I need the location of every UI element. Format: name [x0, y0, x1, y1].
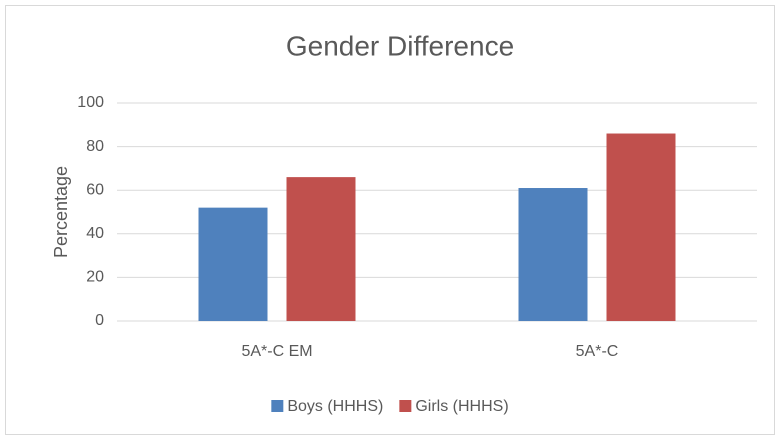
legend-swatch [271, 400, 284, 412]
y-axis-label: Percentage [51, 166, 71, 258]
y-tick-label: 80 [86, 138, 104, 155]
y-tick-label: 0 [95, 312, 104, 329]
bar [286, 177, 356, 321]
y-tick-label: 100 [77, 94, 104, 111]
y-tick-label: 40 [86, 225, 104, 242]
legend-label: Girls (HHHS) [415, 398, 508, 415]
legend-label: Boys (HHHS) [287, 398, 383, 415]
legend-swatch [399, 400, 412, 412]
bar [606, 133, 676, 321]
y-tick-label: 60 [86, 181, 104, 198]
y-tick-label: 20 [86, 269, 104, 286]
x-tick-label: 5A*-C [576, 343, 619, 360]
bar [518, 188, 588, 321]
x-tick-label: 5A*-C EM [241, 343, 312, 360]
bar [198, 207, 268, 321]
chart-title: Gender Difference [286, 30, 514, 61]
